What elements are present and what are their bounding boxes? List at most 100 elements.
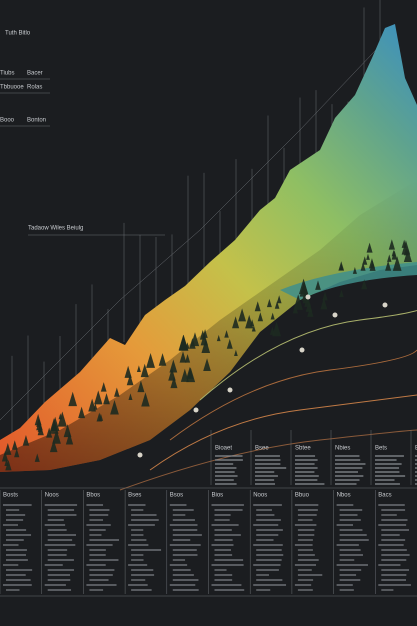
tree xyxy=(189,337,196,349)
column-header: Nbies xyxy=(335,446,350,452)
legend-label: Booo xyxy=(0,118,15,124)
tree xyxy=(257,312,264,322)
legend-value: Bacer xyxy=(27,71,43,77)
tree xyxy=(128,393,133,401)
mountain-shade xyxy=(0,180,417,472)
marker xyxy=(193,407,199,413)
tree xyxy=(52,429,61,444)
marker xyxy=(299,347,305,353)
tree xyxy=(266,298,272,308)
tree xyxy=(37,424,44,436)
forest xyxy=(1,239,412,471)
tree xyxy=(201,338,211,353)
bottom-table: Bosts Noos Bbos Bses Bsos Bios Noos Bbuo Nbos Bac… xyxy=(0,490,411,594)
marker xyxy=(305,294,311,300)
annotation: Tadaow Wiles Beiulg xyxy=(28,226,83,232)
tree xyxy=(322,291,328,301)
tree xyxy=(338,261,345,271)
tree xyxy=(140,363,149,378)
tree xyxy=(299,281,309,297)
tree xyxy=(224,330,229,338)
tree xyxy=(46,427,53,438)
marker xyxy=(137,452,143,458)
tree xyxy=(68,391,78,407)
tree xyxy=(352,267,357,274)
legend-label: Tiubs xyxy=(0,71,14,77)
column-header: Sbtee xyxy=(295,446,311,452)
column-header: Noos xyxy=(45,493,59,499)
tree xyxy=(403,248,412,263)
tree xyxy=(226,338,233,349)
tree xyxy=(232,316,240,329)
tree xyxy=(320,297,328,310)
column-header: Bitte xyxy=(415,446,417,452)
marker xyxy=(332,312,338,318)
tree xyxy=(184,354,191,363)
river xyxy=(280,262,417,300)
flow-curves xyxy=(119,305,417,491)
tree xyxy=(94,390,103,405)
legend-label: Tbbuooe xyxy=(0,85,24,91)
tree xyxy=(5,459,12,471)
tree xyxy=(49,439,58,453)
tree xyxy=(4,458,9,466)
tree xyxy=(169,359,178,373)
tree xyxy=(11,440,18,450)
tree xyxy=(276,295,282,304)
tree xyxy=(250,319,255,327)
marker xyxy=(227,387,233,393)
tree xyxy=(339,289,344,298)
tree xyxy=(385,260,392,271)
marker xyxy=(382,302,388,308)
tree xyxy=(272,321,281,337)
header-title: Tuth Bitlo xyxy=(5,31,31,37)
column-header: Bioaet xyxy=(215,446,232,452)
tree xyxy=(126,374,134,386)
tree xyxy=(137,380,145,393)
tree xyxy=(388,239,395,250)
tree xyxy=(307,306,314,317)
legend-value: Rolas xyxy=(27,85,42,91)
tree xyxy=(270,312,275,320)
tree xyxy=(14,448,20,458)
column-header: Bbuo xyxy=(295,493,310,499)
tree xyxy=(158,353,167,366)
tree xyxy=(186,367,196,383)
tree xyxy=(234,349,238,356)
tree xyxy=(360,262,366,271)
tree xyxy=(200,333,208,346)
middle-table: Bioaet Bsee Sbtee Nbies Bets Bitte xyxy=(210,430,417,485)
column-header: Bsos xyxy=(170,493,183,499)
tree xyxy=(216,334,221,342)
tree xyxy=(103,393,110,405)
tree xyxy=(366,253,370,260)
tree xyxy=(93,403,98,410)
tree xyxy=(4,443,12,455)
column-header: Noos xyxy=(253,493,267,499)
tree xyxy=(34,453,40,462)
tree xyxy=(391,250,398,260)
tree xyxy=(203,358,211,372)
tree xyxy=(387,254,392,262)
tree xyxy=(50,416,60,431)
tree xyxy=(114,387,120,397)
legend: Tiubs Bacer Tbbuooe Rolas Booo Bonton xyxy=(0,71,50,127)
tree xyxy=(178,334,189,351)
tree xyxy=(179,351,187,363)
tree xyxy=(362,256,368,265)
tree xyxy=(254,301,261,312)
tree xyxy=(274,301,280,309)
tree xyxy=(78,406,86,419)
tree xyxy=(361,279,368,290)
tree xyxy=(369,260,376,271)
column-header: Bios xyxy=(212,493,224,499)
column-header: Nbos xyxy=(337,493,351,499)
column-header: Bses xyxy=(128,493,141,499)
tree xyxy=(293,294,303,310)
mountain xyxy=(0,24,417,472)
tree xyxy=(96,412,103,422)
tree xyxy=(57,411,67,427)
tree xyxy=(170,376,178,389)
